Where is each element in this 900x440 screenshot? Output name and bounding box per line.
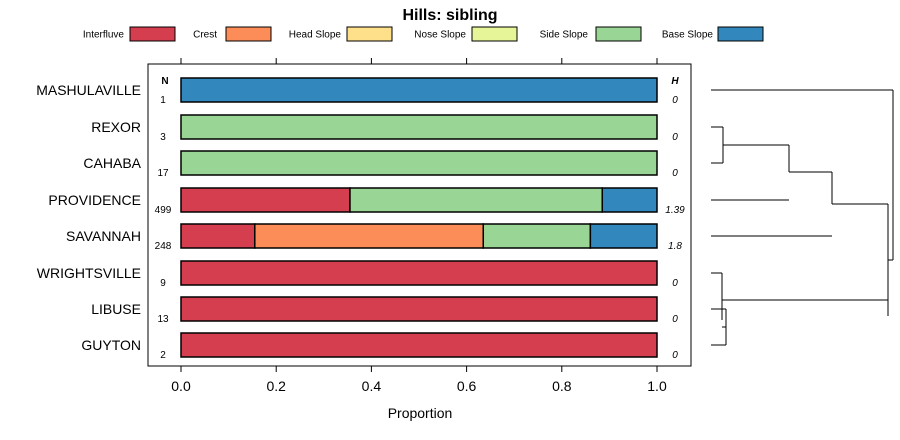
- h-value-cahaba: 0: [672, 168, 678, 179]
- h-value-savannah: 1.8: [668, 241, 682, 252]
- bar-mashulaville-base-slope: [180, 77, 658, 103]
- legend-swatch-side-slope: [595, 26, 642, 42]
- x-tick-label-4: 0.8: [552, 378, 572, 394]
- legend-label-base-slope: Base Slope: [662, 30, 714, 41]
- bar-guyton-interfluve: [180, 332, 658, 358]
- x-axis: 0.0 0.2 0.4 0.6 0.8 1.0: [171, 58, 667, 394]
- h-value-mashulaville: 0: [672, 95, 678, 106]
- n-value-cahaba: 17: [157, 168, 169, 179]
- row-label-guyton: GUYTON: [81, 337, 141, 353]
- legend-label-interfluve: Interfluve: [83, 30, 125, 41]
- legend-label-crest: Crest: [193, 30, 217, 41]
- bar-savannah-crest: [254, 223, 485, 249]
- row-label-providence: PROVIDENCE: [48, 192, 141, 208]
- bar-libuse-interfluve: [180, 296, 658, 322]
- row-label-libuse: LIBUSE: [91, 301, 141, 317]
- h-value-guyton: 0: [672, 350, 678, 361]
- bar-providence-base-slope: [601, 187, 658, 213]
- bar-cahaba-side-slope: [180, 150, 658, 176]
- bar-rows: MASHULAVILLE 1 0 REXOR 3 0 CAHABA 17 0 PROVIDENCE…: [36, 77, 685, 361]
- x-tick-label-0: 0.0: [171, 378, 191, 394]
- h-value-wrightsville: 0: [672, 278, 678, 289]
- h-value-providence: 1.39: [665, 205, 685, 216]
- legend-swatch-nose-slope: [471, 26, 518, 42]
- bar-savannah-interfluve: [180, 223, 256, 249]
- legend-label-side-slope: Side Slope: [540, 30, 589, 41]
- legend-label-head-slope: Head Slope: [289, 30, 342, 41]
- legend-label-nose-slope: Nose Slope: [414, 30, 466, 41]
- dendrogram: [711, 89, 894, 346]
- legend-swatch-base-slope: [717, 26, 764, 42]
- x-tick-label-3: 0.6: [457, 378, 477, 394]
- n-value-guyton: 2: [160, 350, 166, 361]
- n-value-savannah: 248: [155, 241, 172, 252]
- n-header: N: [161, 76, 168, 87]
- row-label-cahaba: CAHABA: [83, 155, 141, 171]
- n-value-rexor: 3: [160, 132, 166, 143]
- x-tick-label-2: 0.4: [362, 378, 382, 394]
- n-value-mashulaville: 1: [160, 95, 166, 106]
- x-axis-label: Proportion: [388, 405, 453, 421]
- row-label-mashulaville: MASHULAVILLE: [36, 82, 141, 98]
- legend-swatch-crest: [225, 26, 272, 42]
- bar-rexor-side-slope: [180, 114, 658, 140]
- legend-swatch-head-slope: [346, 26, 393, 42]
- n-value-wrightsville: 9: [160, 278, 166, 289]
- row-label-wrightsville: WRIGHTSVILLE: [37, 265, 141, 281]
- bar-wrightsville-interfluve: [180, 260, 658, 286]
- bar-savannah-base-slope: [589, 223, 658, 249]
- row-label-savannah: SAVANNAH: [66, 228, 141, 244]
- n-value-libuse: 13: [157, 314, 169, 325]
- bar-providence-interfluve: [180, 187, 351, 213]
- bar-savannah-side-slope: [482, 223, 592, 249]
- h-value-rexor: 0: [672, 132, 678, 143]
- plot-frame: [147, 63, 692, 367]
- h-value-libuse: 0: [672, 314, 678, 325]
- x-tick-label-1: 0.2: [266, 378, 286, 394]
- legend: Interfluve Crest Head Slope Nose Slope Side …: [83, 26, 764, 42]
- h-header: H: [671, 76, 679, 87]
- legend-swatch-interfluve: [129, 26, 176, 42]
- n-value-providence: 499: [155, 205, 172, 216]
- row-label-rexor: REXOR: [91, 119, 141, 135]
- chart-title: Hills: sibling: [402, 7, 497, 24]
- x-tick-label-5: 1.0: [647, 378, 667, 394]
- bar-providence-side-slope: [349, 187, 604, 213]
